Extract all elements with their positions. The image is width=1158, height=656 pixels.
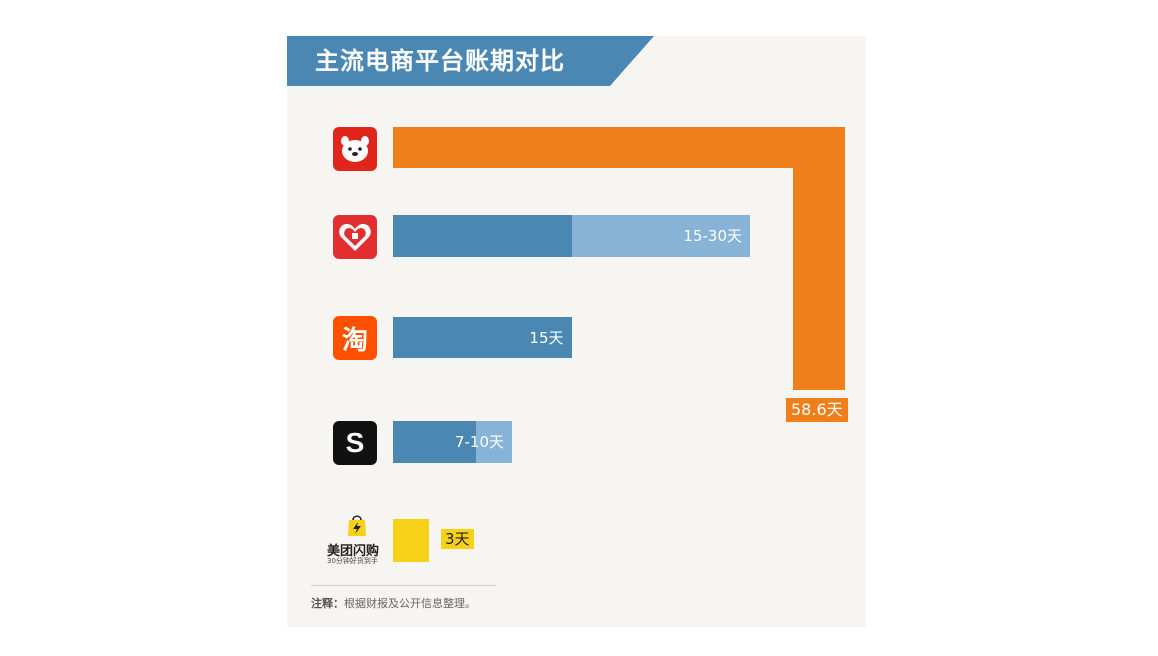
chart-title: 主流电商平台账期对比 — [315, 47, 565, 75]
shopping-bag-lightning-icon — [348, 515, 366, 536]
jd-logo-icon — [333, 127, 377, 171]
bar-meituan-label: 3天 — [441, 529, 474, 549]
bar-jd-horizontal — [393, 127, 845, 168]
bar-jd-vertical — [793, 127, 845, 390]
meituan-slogan: 30分钟好货到手 — [327, 557, 378, 565]
meituan-logo-icon — [345, 513, 369, 537]
bar-jd-label: 58.6天 — [786, 398, 848, 422]
bar-shein-label: 7-10天 — [454, 433, 504, 451]
shein-letter: S — [345, 427, 365, 458]
bar-meituan — [393, 519, 429, 562]
footnote-text: 根据财报及公开信息整理。 — [344, 597, 476, 610]
divider — [311, 585, 496, 586]
bar-taobao — [393, 317, 572, 358]
bar-shein-range — [476, 421, 512, 463]
taobao-char: 淘 — [341, 325, 368, 356]
footnote: 注释：根据财报及公开信息整理。 — [311, 595, 476, 611]
bar-pdd — [393, 215, 572, 257]
bar-shein — [393, 421, 477, 463]
footnote-prefix: 注释： — [311, 597, 344, 610]
jd-dog-icon — [341, 136, 369, 162]
title-banner: 主流电商平台账期对比 — [287, 36, 654, 86]
chart-card: 主流电商平台账期对比 淘 S 美团闪购 3 — [287, 36, 866, 627]
pdd-logo-icon — [333, 215, 377, 259]
meituan-brand-name: 美团闪购 — [327, 544, 380, 559]
shein-logo-icon: S — [333, 421, 377, 465]
bar-pdd-label: 15-30天 — [683, 227, 742, 245]
heart-icon — [339, 224, 371, 251]
bar-pdd-range — [571, 215, 750, 257]
taobao-logo-icon: 淘 — [333, 316, 377, 360]
bar-taobao-label: 15天 — [529, 328, 564, 347]
